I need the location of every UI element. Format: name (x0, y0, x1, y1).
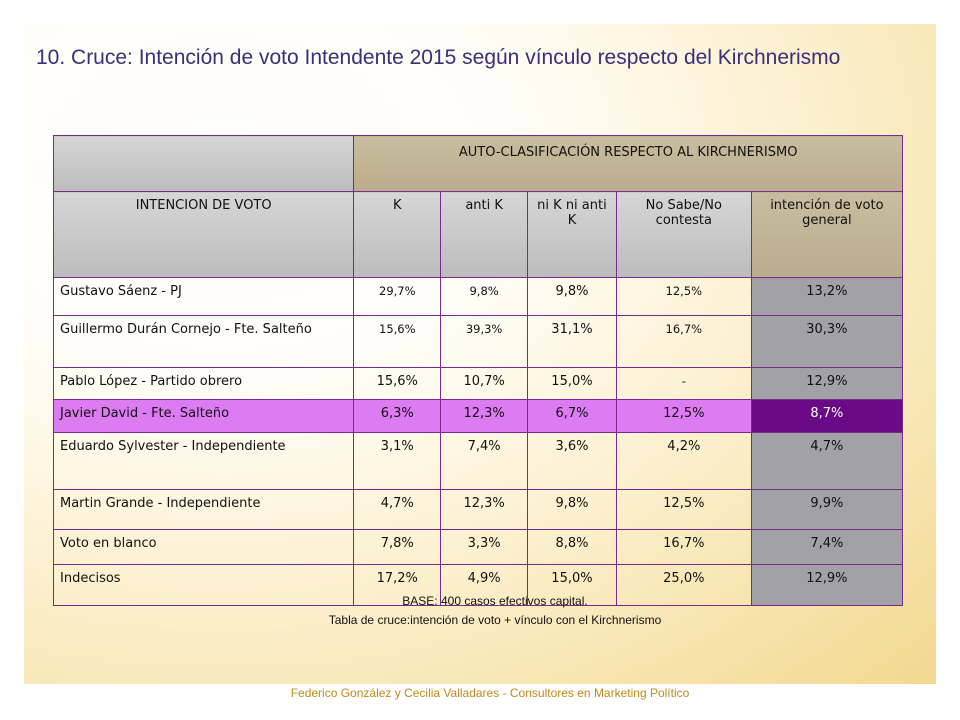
value-k: 4,7% (353, 489, 442, 530)
value-no-sabe: 16,7% (615, 529, 752, 565)
table-row: Gustavo Sáenz - PJ 29,7% 9,8% 9,8% 12,5%… (52, 277, 904, 316)
table-row: Pablo López - Partido obrero 15,6% 10,7%… (52, 367, 904, 400)
value-ni-k: 9,8% (527, 277, 617, 316)
group-header: AUTO-CLASIFICACIÓN RESPECTO AL KIRCHNERI… (353, 135, 903, 192)
candidate-name: Gustavo Sáenz - PJ (52, 277, 355, 316)
value-ni-k: 15,0% (527, 564, 617, 606)
value-k: 15,6% (353, 367, 442, 400)
table-row: Indecisos 17,2% 4,9% 15,0% 25,0% 12,9% (52, 564, 904, 606)
value-ni-k: 8,8% (527, 529, 617, 565)
candidate-name: Pablo López - Partido obrero (52, 367, 355, 400)
footer-credit: Federico González y Cecilia Valladares -… (290, 686, 690, 700)
value-k: 15,6% (353, 315, 442, 368)
value-general: 12,9% (750, 367, 904, 400)
value-anti-k: 7,4% (440, 432, 529, 490)
column-header-intencion: INTENCION DE VOTO (52, 191, 355, 278)
column-header-k: K (353, 191, 442, 278)
value-ni-k: 15,0% (527, 367, 617, 400)
candidate-name: Eduardo Sylvester - Independiente (52, 432, 355, 490)
value-general: 9,9% (750, 489, 904, 530)
column-header-ni-k: ni K ni anti K (527, 191, 617, 278)
column-header-no-sabe: No Sabe/No contesta (615, 191, 752, 278)
value-ni-k: 3,6% (527, 432, 617, 490)
table-row-highlighted: Javier David - Fte. Salteño 6,3% 12,3% 6… (52, 399, 904, 433)
header-corner-cell (52, 135, 355, 192)
value-k: 17,2% (353, 564, 442, 606)
column-header-row: INTENCION DE VOTO K anti K ni K ni anti … (52, 191, 904, 278)
value-no-sabe: - (615, 367, 752, 400)
value-ni-k: 9,8% (527, 489, 617, 530)
slide-title: 10. Cruce: Intención de voto Intendente … (36, 46, 841, 69)
value-anti-k: 4,9% (440, 564, 529, 606)
value-anti-k: 3,3% (440, 529, 529, 565)
value-no-sabe: 12,5% (615, 399, 752, 433)
value-k: 3,1% (353, 432, 442, 490)
base-note: BASE: 400 casos efectivos capital. (402, 594, 588, 608)
column-header-anti-k: anti K (440, 191, 529, 278)
value-general: 13,2% (750, 277, 904, 316)
value-general: 12,9% (750, 564, 904, 606)
value-anti-k: 12,3% (440, 399, 529, 433)
candidate-name: Javier David - Fte. Salteño (52, 399, 355, 433)
value-anti-k: 39,3% (440, 315, 529, 368)
value-no-sabe: 25,0% (615, 564, 752, 606)
crosstab-table: AUTO-CLASIFICACIÓN RESPECTO AL KIRCHNERI… (52, 135, 904, 606)
value-k: 7,8% (353, 529, 442, 565)
value-no-sabe: 12,5% (615, 489, 752, 530)
value-anti-k: 9,8% (440, 277, 529, 316)
value-general: 7,4% (750, 529, 904, 565)
column-header-general: intención de voto general (750, 191, 904, 278)
table-row: Guillermo Durán Cornejo - Fte. Salteño 1… (52, 315, 904, 368)
value-k: 6,3% (353, 399, 442, 433)
group-header-row: AUTO-CLASIFICACIÓN RESPECTO AL KIRCHNERI… (52, 135, 903, 192)
table-row: Martin Grande - Independiente 4,7% 12,3%… (52, 489, 904, 530)
value-anti-k: 10,7% (440, 367, 529, 400)
table-caption: Tabla de cruce:intención de voto + víncu… (328, 613, 662, 627)
value-ni-k: 6,7% (527, 399, 617, 433)
table-row: Voto en blanco 7,8% 3,3% 8,8% 16,7% 7,4% (52, 529, 904, 565)
value-no-sabe: 12,5% (615, 277, 752, 316)
table-row: Eduardo Sylvester - Independiente 3,1% 7… (52, 432, 904, 490)
value-general: 4,7% (750, 432, 904, 490)
value-general: 8,7% (750, 399, 904, 433)
candidate-name: Guillermo Durán Cornejo - Fte. Salteño (52, 315, 355, 368)
value-no-sabe: 16,7% (615, 315, 752, 368)
value-ni-k: 31,1% (527, 315, 617, 368)
value-no-sabe: 4,2% (615, 432, 752, 490)
value-anti-k: 12,3% (440, 489, 529, 530)
candidate-name: Indecisos (52, 564, 355, 606)
candidate-name: Martin Grande - Independiente (52, 489, 355, 530)
candidate-name: Voto en blanco (52, 529, 355, 565)
value-k: 29,7% (353, 277, 442, 316)
value-general: 30,3% (750, 315, 904, 368)
